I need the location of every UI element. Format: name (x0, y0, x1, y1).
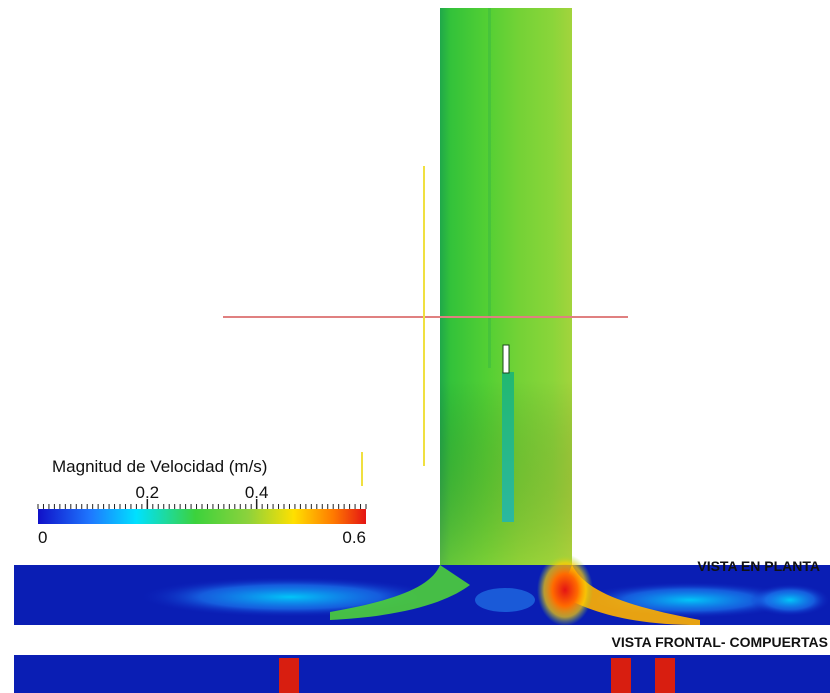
gate (655, 658, 675, 693)
vertical-channel (440, 8, 572, 568)
center-blue-pocket (475, 588, 535, 612)
horizontal-channel (14, 554, 830, 626)
plan-view-label: VISTA EN PLANTA (697, 558, 820, 574)
colorbar-gradient (38, 509, 366, 524)
front-view-channel (14, 655, 830, 693)
pier-obstacle (502, 344, 510, 374)
gates-group (279, 658, 675, 693)
colorbar-tick-label: 0.4 (244, 483, 269, 502)
edge-cyan-region (750, 584, 830, 616)
gate (279, 658, 299, 693)
colorbar-max-label: 0.6 (342, 528, 366, 547)
colorbar-tick-label: 0.2 (135, 483, 160, 502)
channel-center-seam (488, 8, 491, 368)
front-view-strip (14, 655, 830, 693)
velocity-hotspot (537, 554, 593, 626)
colorbar-ticks (37, 499, 367, 509)
colorbar (37, 499, 367, 524)
front-view-label: VISTA FRONTAL- COMPUERTAS (611, 634, 828, 650)
colorbar-min-label: 0 (38, 528, 48, 547)
junction-right-flare (560, 565, 700, 625)
legend-title: Magnitud de Velocidad (m/s) (52, 457, 268, 476)
junction-left-flare (330, 565, 470, 620)
wake-streak (502, 372, 514, 522)
gate (611, 658, 631, 693)
